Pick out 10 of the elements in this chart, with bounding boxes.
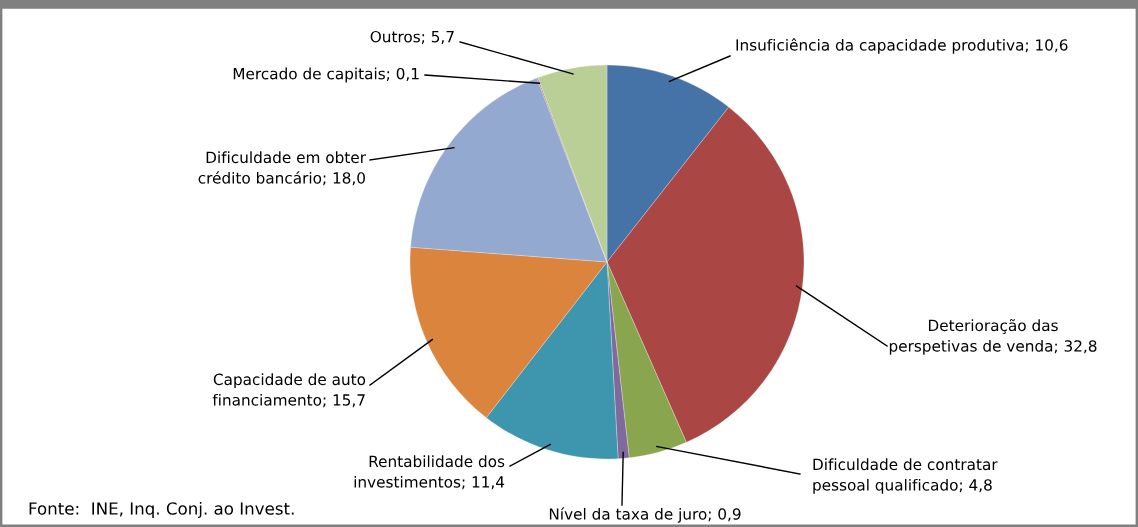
slice-label: Capacidade de auto financiamento; 15,7 [212, 373, 366, 408]
slice-label: Rentabilidade dos investimentos; 11,4 [354, 455, 505, 490]
slice-label: Insuficiência da capacidade produtiva; 10,6 [736, 38, 1068, 54]
slice-label: Deterioração das perspetivas de venda; 32,8 [889, 319, 1097, 355]
slice-label: Nível da taxa de juro; 0,9 [549, 507, 741, 523]
slice-label: Mercado de capitais; 0,1 [233, 67, 419, 83]
source-note: Fonte: INE, Inq. Conj. ao Invest. [29, 501, 294, 519]
slice-label: Outros; 5,7 [370, 30, 454, 44]
slice-label: Dificuldade em obter crédito bancário; 18,0 [198, 151, 366, 186]
slice-label: Dificuldade de contratar pessoal qualificado; 4,8 [813, 458, 998, 494]
